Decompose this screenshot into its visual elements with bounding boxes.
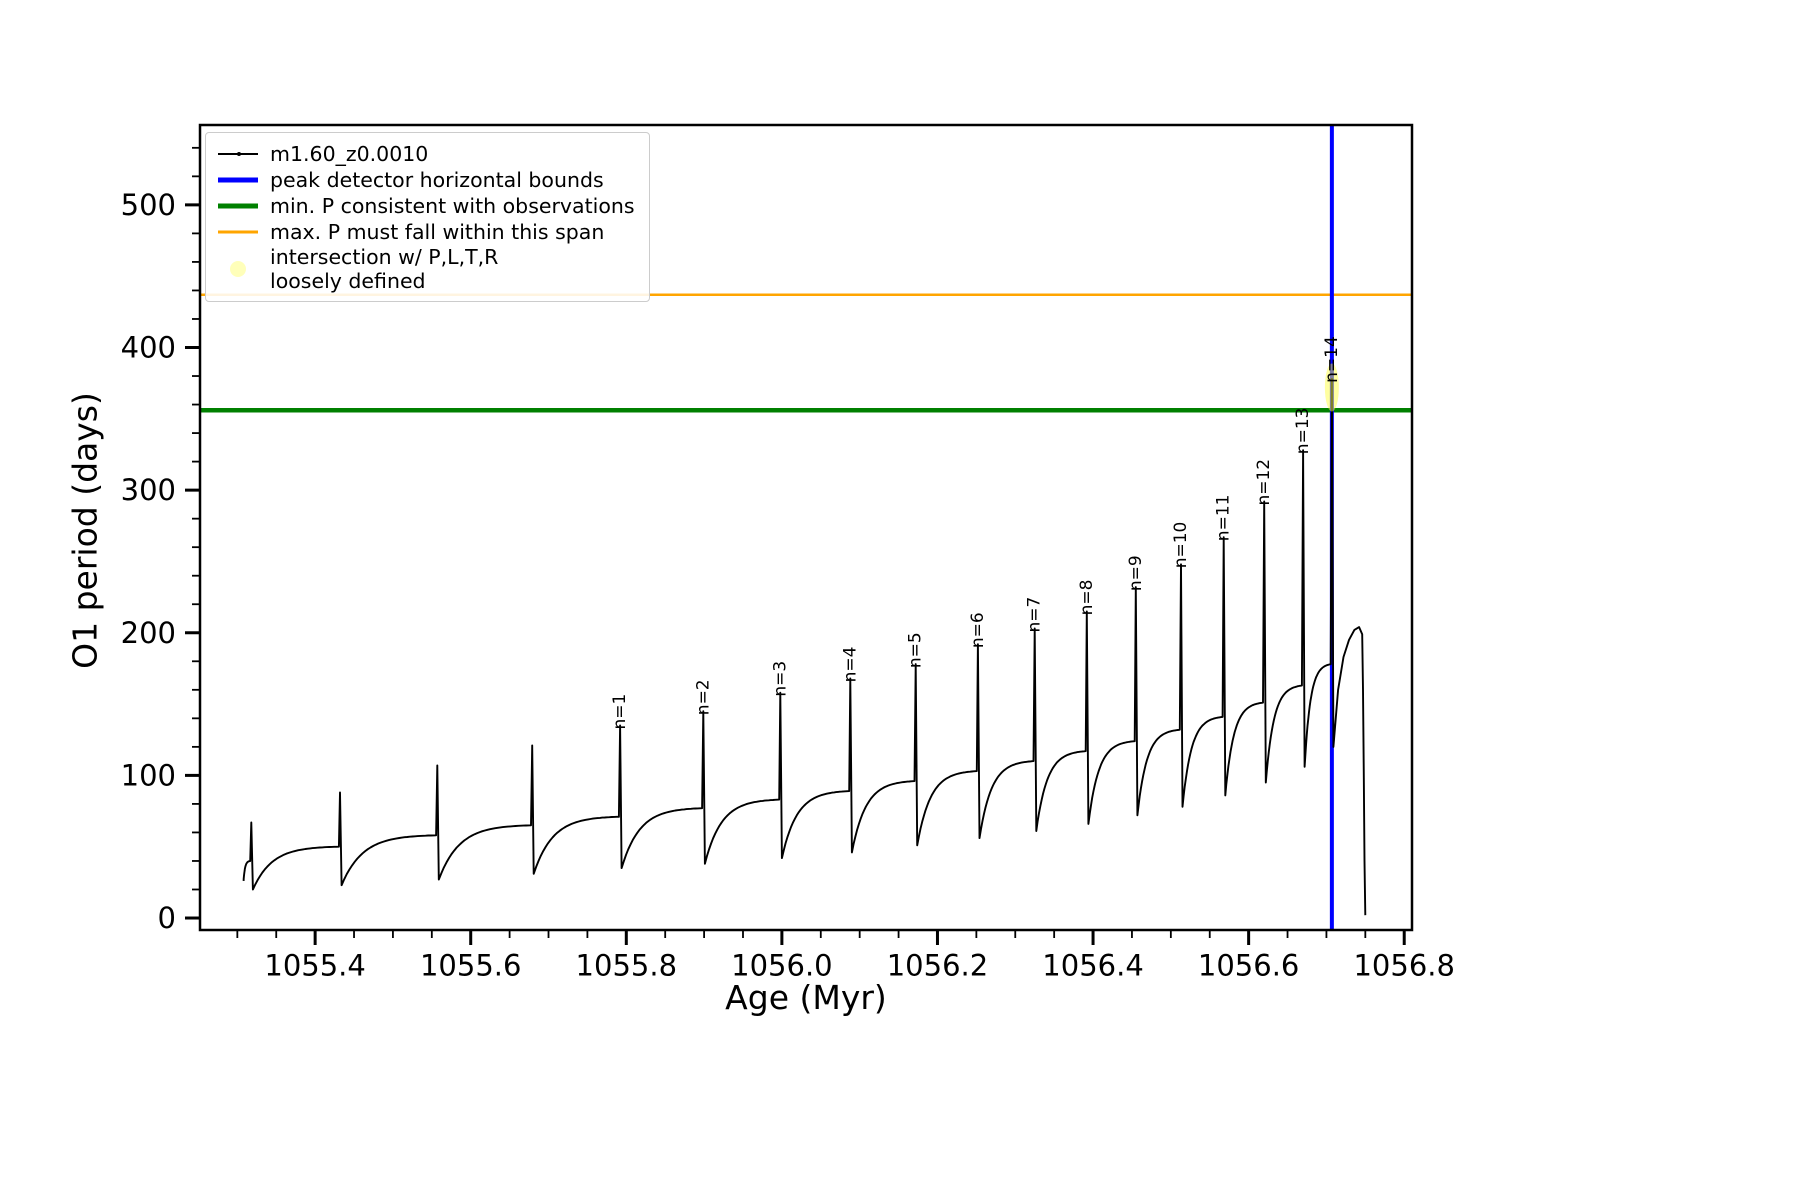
legend-entry-series: m1.60_z0.0010 [216,141,635,167]
peak-label-n11: n=11 [1214,495,1234,542]
peak-label-n6: n=6 [968,612,988,648]
intersection-swatch [216,258,260,280]
peak-detector-swatch [216,169,260,191]
x-tick-label: 1056.8 [1353,949,1454,983]
legend-label-series: m1.60_z0.0010 [270,142,429,166]
x-axis-label: Age (Myr) [725,978,887,1017]
x-tick-label: 1056.0 [731,949,832,983]
intersection-marker [1324,363,1339,412]
max-p-line [218,230,258,234]
y-tick-label: 400 [121,331,176,365]
peak-label-n1: n=1 [610,694,630,730]
min-p-line [218,203,258,209]
y-tick-label: 0 [158,901,176,935]
peak-label-n2: n=2 [693,679,713,715]
x-tick-label: 1055.8 [576,949,677,983]
y-tick-label: 100 [121,758,176,792]
peak-label-n13: n=13 [1293,408,1313,455]
legend-label-peak-detector: peak detector horizontal bounds [270,168,604,192]
peak-labels: n=1 n=2 n=3 n=4 n=5 n=6 n=7 n=8 n=9 n=10 n=11 n=12 n… [610,336,1342,729]
y-tick-label: 200 [121,616,176,650]
x-tick-label: 1055.4 [264,949,365,983]
x-tick-label: 1055.6 [420,949,521,983]
peak-label-n12: n=12 [1254,459,1274,506]
series-line-swatch [216,143,260,165]
legend-entry-max-p: max. P must fall within this span [216,219,635,245]
legend-label-min-p: min. P consistent with observations [270,194,635,218]
intersection-dot-icon [230,261,246,277]
peak-label-n4: n=4 [840,647,860,683]
peak-label-n7: n=7 [1025,597,1045,633]
legend-label-max-p: max. P must fall within this span [270,220,605,244]
peak-label-n9: n=9 [1126,555,1146,591]
x-axis: 1055.4 1055.6 1055.8 1056.0 1056.2 1056.4 1056… [236,930,1455,983]
legend-label-intersection: intersection w/ P,L,T,R loosely defined [270,245,498,293]
peak-label-n14: n=14 [1322,336,1342,383]
y-tick-label: 300 [121,473,176,507]
legend-entry-intersection: intersection w/ P,L,T,R loosely defined [216,245,635,293]
x-tick-label: 1056.6 [1198,949,1299,983]
max-p-swatch [216,221,260,243]
legend-entry-peak-detector: peak detector horizontal bounds [216,167,635,193]
legend-label-intersection-line1: intersection w/ P,L,T,R [270,245,499,269]
legend-entry-min-p: min. P consistent with observations [216,193,635,219]
peak-label-n8: n=8 [1077,580,1097,616]
peak-label-n10: n=10 [1171,522,1191,569]
series-marker-dot-icon [237,152,241,156]
legend-label-intersection-line2: loosely defined [270,269,426,293]
data-curve-m160-z0010 [242,377,1367,916]
peak-label-n5: n=5 [906,632,926,668]
legend: m1.60_z0.0010 peak detector horizontal b… [205,132,650,302]
y-axis-label: O1 period (days) [65,392,105,669]
x-tick-label: 1056.2 [887,949,988,983]
x-tick-label: 1056.4 [1042,949,1143,983]
plot-area-border [198,123,1414,932]
peak-detector-line [218,177,258,183]
min-p-swatch [216,195,260,217]
peak-label-n3: n=3 [770,661,790,697]
y-tick-label: 500 [121,188,176,222]
y-axis: 0 100 200 300 400 500 [121,146,200,935]
